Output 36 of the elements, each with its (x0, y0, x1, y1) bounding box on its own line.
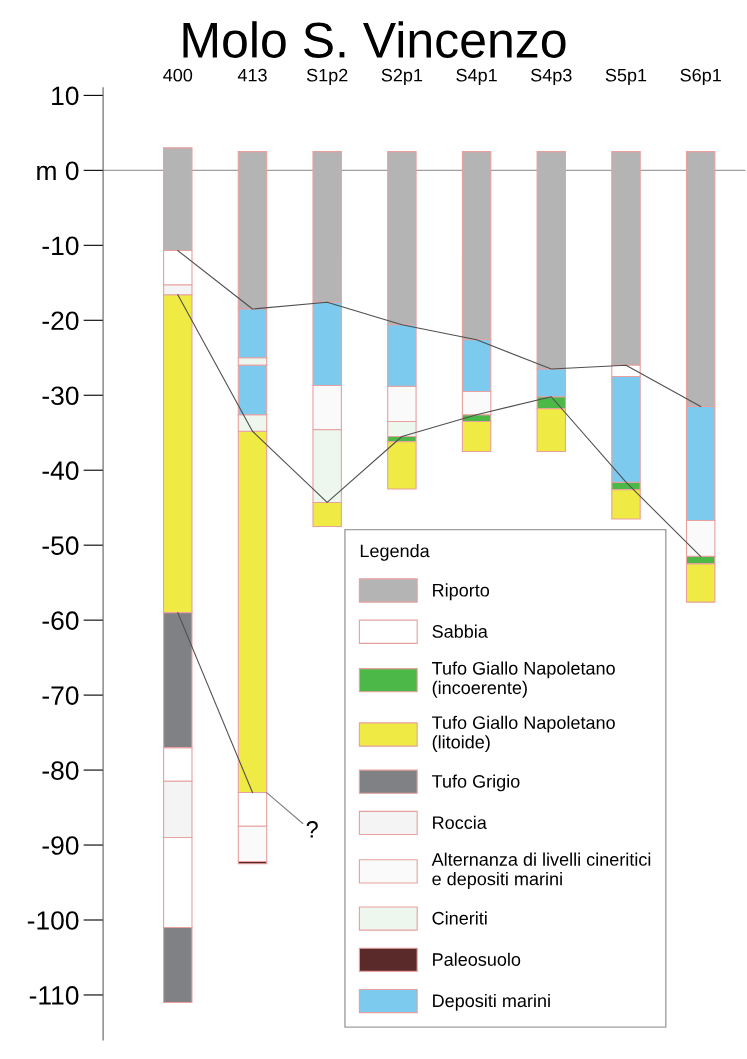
legend-title: Legenda (360, 544, 430, 561)
x-tick-label: 413 (237, 68, 267, 82)
legend-label: Sabbia (432, 624, 488, 638)
legend-label: Roccia (433, 815, 487, 830)
y-tick-label: -10 (42, 236, 79, 256)
x-tick-label: S2p1 (381, 68, 423, 86)
x-tick-label: S5p1 (605, 68, 647, 86)
x-tick-label: 400 (163, 68, 193, 82)
x-tick-label: S4p1 (456, 68, 497, 86)
y-tick-label: -30 (42, 386, 79, 406)
legend-label: Tufo Giallo Napoletano (incoerente) (432, 661, 615, 698)
legend-label: Paleosuolo (433, 952, 521, 966)
chart-title: Molo S. Vincenzo (183, 21, 566, 58)
bar (387, 441, 417, 490)
y-tick-label: -110 (29, 986, 79, 1005)
y-tick-label: -50 (42, 536, 79, 555)
y-tick-label: -80 (42, 761, 79, 780)
x-tick-label: S1p2 (306, 68, 348, 86)
x-tick-label: S4p3 (531, 68, 572, 86)
x-tick-label: S6p1 (680, 68, 721, 86)
y-tick-label: -90 (42, 836, 79, 855)
y-tick-label: -20 (42, 311, 79, 331)
y-tick-label: -60 (42, 611, 79, 630)
annotation: ? (306, 821, 318, 838)
legend-label: Tufo Grigio (432, 774, 520, 792)
y-tick-label: -70 (42, 686, 79, 705)
y-tick-label: -40 (42, 461, 79, 481)
line-series (177, 250, 702, 408)
legend-label: Cineriti (432, 911, 487, 925)
y-tick-label: -100 (27, 911, 79, 930)
legend-label: Tufo Giallo Napoletano (litoide) (432, 715, 615, 753)
legend-label: Depositi marini (433, 993, 550, 1011)
y-tick-label: m 0 (37, 161, 79, 181)
legend-label: Riporto (433, 583, 490, 601)
legend-label: Alternanza di livelli cineritici e depositi marini (431, 852, 651, 889)
y-tick-label: 10 (52, 86, 79, 106)
